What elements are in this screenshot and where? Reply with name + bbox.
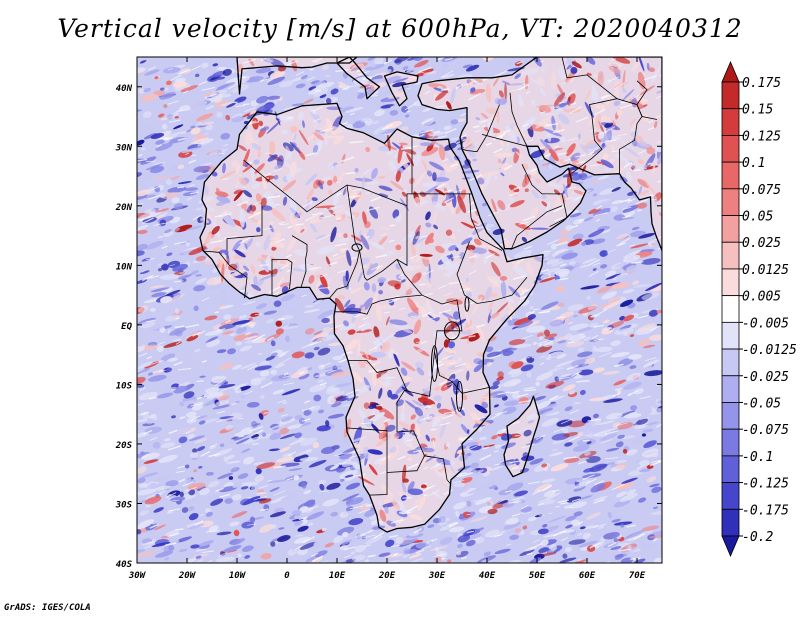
colorbar-swatch	[721, 268, 740, 297]
colorbar-swatch	[721, 428, 740, 457]
colorbar-swatch	[721, 215, 740, 243]
lon-tick-label: 20W	[178, 571, 197, 581]
colorbar-label: 0.125	[742, 129, 781, 144]
colorbar-swatch	[721, 348, 740, 377]
map-plot-area	[137, 57, 662, 563]
colorbar-label: 0.1	[742, 156, 765, 171]
lon-tick-label: 20E	[378, 571, 396, 581]
lon-tick-label: 0	[284, 571, 290, 581]
lon-tick-label: 50E	[529, 571, 546, 581]
colorbar-label: -0.075	[742, 423, 789, 438]
lon-tick-label: 40E	[479, 571, 496, 581]
colorbar-label: 0.005	[742, 290, 781, 305]
colorbar-label: 0.0125	[742, 263, 789, 278]
colorbar-label: -0.175	[742, 503, 789, 518]
coastlines	[199, 57, 662, 533]
lat-tick-label: 20S	[115, 441, 133, 451]
colorbar-swatch	[721, 188, 740, 216]
colorbar-label: -0.1	[742, 450, 773, 465]
colorbar-label: -0.2	[742, 530, 773, 545]
colorbar-label: -0.05	[742, 396, 781, 411]
velocity-field-texture	[137, 57, 662, 563]
colorbar-swatch	[721, 60, 740, 83]
colorbar-swatch	[721, 241, 740, 270]
colorbar-label: 0.025	[742, 236, 781, 251]
lon-tick-label: 30W	[128, 571, 147, 581]
lat-tick-label: 30N	[115, 143, 133, 153]
colorbar-swatch	[721, 295, 740, 323]
colorbar-swatch	[721, 321, 740, 350]
colorbar-label: -0.005	[742, 316, 789, 331]
lon-tick-label: 60E	[579, 571, 596, 581]
colorbar-swatch	[721, 161, 740, 190]
colorbar-swatch	[721, 508, 740, 537]
colorbar-swatch	[721, 482, 740, 510]
colorbar-swatch	[721, 402, 740, 430]
lat-tick-label: 20N	[115, 203, 133, 213]
lat-tick-label: 40N	[116, 84, 133, 94]
lat-tick-label: 40S	[116, 560, 133, 570]
map-frame	[136, 56, 663, 564]
colorbar-swatch	[721, 108, 740, 136]
lon-tick-label: 10W	[229, 571, 247, 581]
colorbar-swatch	[721, 81, 740, 110]
lon-tick-label: 10E	[329, 571, 346, 581]
lon-tick-label: 30E	[428, 571, 446, 581]
colorbar-label: 0.075	[742, 183, 781, 198]
axis-ticks: 30W 20W 10W 0 10E 20E 30E 40E 50E 60E 70E 40N 30N 20N…	[115, 57, 662, 581]
colorbar-swatch	[721, 375, 740, 403]
grads-credit: GrADS: IGES/COLA	[4, 603, 91, 613]
colorbar-label: -0.0125	[742, 343, 797, 358]
colorbar-swatch	[721, 455, 740, 483]
colorbar-label: 0.05	[742, 210, 773, 225]
colorbar-swatch	[721, 535, 740, 558]
lat-tick-label: 10N	[116, 262, 133, 272]
country-borders	[203, 57, 658, 496]
lon-tick-label: 70E	[629, 571, 646, 581]
colorbar-label: 0.15	[742, 103, 773, 118]
lat-tick-label: EQ	[121, 322, 132, 332]
colorbar-swatch	[721, 135, 740, 163]
colorbar-label: 0.175	[742, 76, 781, 91]
lat-tick-label: 10S	[116, 381, 133, 391]
colorbar: 0.175 0.15 0.125 0.1 0.075 0.05 0.025 0.0125 0.0…	[721, 60, 797, 558]
lakes	[351, 243, 470, 412]
colorbar-label: -0.125	[742, 477, 789, 492]
map-title: Vertical velocity [m/s] at 600hPa, VT: 2…	[57, 14, 743, 43]
lat-tick-label: 30S	[115, 500, 133, 510]
colorbar-label: -0.025	[742, 370, 789, 385]
